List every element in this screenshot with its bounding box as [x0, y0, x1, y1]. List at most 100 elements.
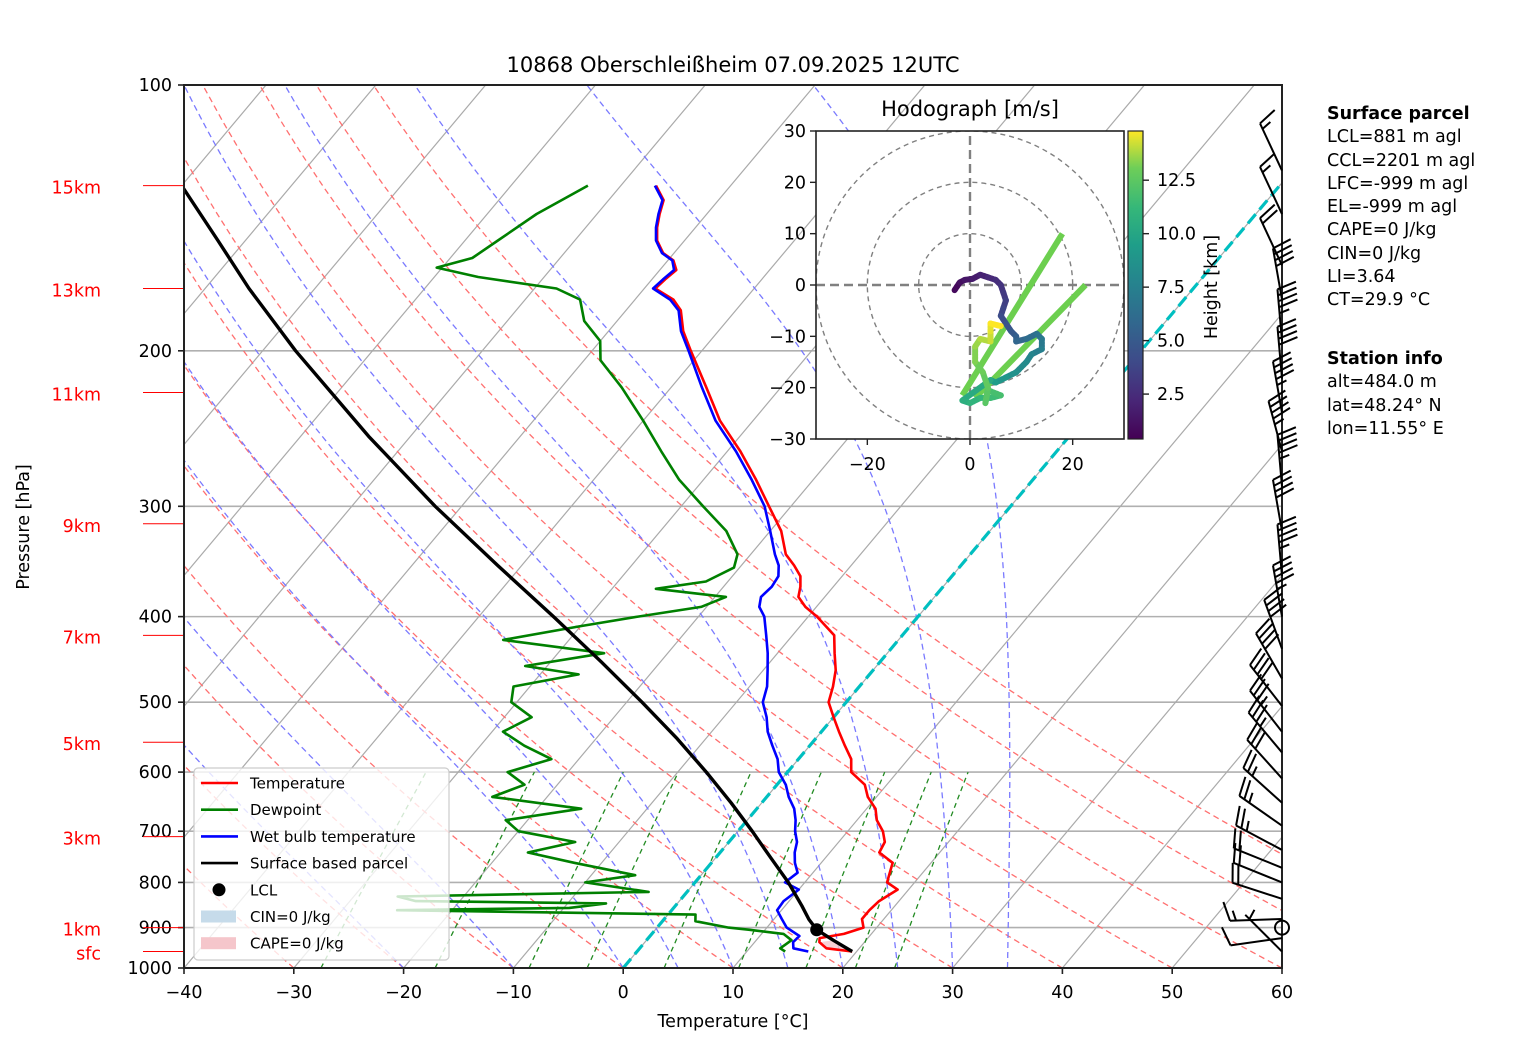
- barb-flag: [1278, 444, 1298, 454]
- calm-wind-marker: [1274, 919, 1290, 936]
- barb-flag: [1222, 901, 1231, 922]
- wind-barb: [1238, 776, 1283, 827]
- barb-flag: [1238, 845, 1242, 866]
- parcel-li: LI=3.64: [1327, 267, 1396, 288]
- wind-barb: [1221, 926, 1283, 947]
- barb-flag: [1268, 389, 1286, 403]
- station-lon: lon=11.55° E: [1327, 418, 1444, 439]
- dry-adiabat: [184, 261, 953, 968]
- isotherm-line: [184, 85, 706, 708]
- mixing-ratio-line: [586, 771, 679, 968]
- barb-half-flag: [1279, 308, 1290, 315]
- barb-flag: [1278, 298, 1298, 309]
- legend-label: Temperature: [249, 775, 345, 793]
- moist-adiabat: [184, 360, 679, 968]
- barb-flag: [1274, 481, 1294, 493]
- barb-half-flag: [1279, 453, 1290, 460]
- barb-flag: [1269, 603, 1287, 618]
- hodograph-title: Hodograph [m/s]: [881, 97, 1059, 121]
- chart-title: 10868 Oberschleißheim 07.09.2025 12UTC: [507, 53, 960, 77]
- colorbar-tick-label: 12.5: [1157, 171, 1196, 191]
- hodograph-x-tick-label: 20: [1062, 455, 1084, 475]
- cape-cin-fill: [819, 940, 853, 952]
- barb-flag: [1259, 152, 1276, 168]
- wind-barb: [1259, 203, 1283, 266]
- barb-flag: [1246, 753, 1257, 773]
- y-tick-label: 800: [139, 873, 172, 893]
- x-tick-label: 40: [1051, 983, 1073, 1003]
- colorbar-tick-label: 5.0: [1157, 332, 1185, 352]
- barb-staff: [1259, 217, 1283, 266]
- barb-half-flag: [1274, 418, 1285, 426]
- barb-flag: [1256, 657, 1270, 676]
- dewpoint-line: [395, 184, 793, 953]
- wind-barb: [1232, 828, 1283, 869]
- lcl-marker: [810, 923, 824, 937]
- dry-adiabat: [202, 85, 1173, 968]
- y-axis-label: Pressure [hPa]: [14, 464, 34, 590]
- isotherm-line: [184, 85, 596, 577]
- dry-adiabats: [184, 85, 1282, 968]
- barb-staff: [1247, 711, 1283, 754]
- height-label: 3km: [63, 830, 101, 850]
- parcel-cape: CAPE=0 J/kg: [1327, 220, 1437, 241]
- barb-staff: [1232, 881, 1283, 900]
- wind-barb: [1231, 862, 1283, 900]
- wind-barb: [1235, 805, 1283, 851]
- wind-barb: [1246, 722, 1283, 780]
- height-label: 15km: [52, 179, 101, 199]
- moist-adiabat: [184, 239, 734, 968]
- dry-adiabat: [372, 85, 1282, 855]
- barb-flag: [1240, 808, 1246, 829]
- mixing-ratio-line: [663, 771, 752, 968]
- barb-flag: [1272, 407, 1291, 420]
- barb-half-flag: [1261, 121, 1272, 130]
- height-labels: 15km 13km 11km 9km 7km 5km 3km 1km sfc: [52, 179, 184, 965]
- hodograph-axes: 30 20 10 0 −10 −20 −30 −20 0 20: [769, 122, 1084, 475]
- parcel-el: EL=-999 m agl: [1327, 197, 1458, 218]
- moist-adiabat: [284, 85, 844, 968]
- barb-half-flag: [1231, 910, 1237, 921]
- barb-flag: [1272, 351, 1292, 363]
- height-label: 9km: [63, 517, 101, 537]
- wind-barb: [1222, 901, 1283, 922]
- barb-flag: [1250, 726, 1263, 745]
- barb-flag: [1278, 533, 1298, 544]
- height-label: 13km: [52, 281, 101, 301]
- colorbar-label: Height [km]: [1202, 235, 1222, 339]
- barb-half-flag: [1245, 820, 1250, 832]
- legend-label: Surface based parcel: [250, 855, 408, 873]
- moist-adiabat: [414, 85, 899, 968]
- colorbar-ticks: 2.5 5.0 7.5 10.0 12.5: [1143, 171, 1196, 405]
- wind-barb: [1267, 389, 1291, 452]
- wind-barb: [1271, 469, 1295, 532]
- barb-flag: [1275, 573, 1295, 585]
- isotherm-line: [1061, 705, 1282, 968]
- barb-half-flag: [1259, 717, 1267, 727]
- dry-adiabat: [184, 156, 1063, 968]
- barb-half-flag: [1260, 695, 1268, 706]
- barb-flag: [1238, 830, 1242, 851]
- barb-staff: [1246, 739, 1283, 780]
- barb-staff: [1271, 361, 1283, 413]
- zero-isotherm-line: [621, 180, 1282, 968]
- y-tick-label: 900: [139, 919, 172, 939]
- barb-flag: [1273, 357, 1293, 369]
- parcel-ct: CT=29.9 °C: [1327, 290, 1431, 311]
- surface-parcel-title: Surface parcel: [1327, 104, 1470, 124]
- barb-half-flag: [1279, 543, 1290, 550]
- height-label: 1km: [63, 921, 101, 941]
- barb-flag: [1278, 438, 1298, 448]
- barb-flag: [1221, 926, 1232, 946]
- barb-flag: [1277, 432, 1297, 442]
- legend-swatch: [212, 883, 226, 897]
- barb-half-flag: [1248, 909, 1256, 920]
- wind-barb: [1259, 109, 1283, 171]
- station-lat: lat=48.24° N: [1327, 395, 1442, 416]
- x-tick-label: 0: [618, 983, 629, 1003]
- colorbar-tick-label: 2.5: [1157, 385, 1185, 405]
- height-label: sfc: [76, 945, 101, 965]
- x-axis-label: Temperature [°C]: [656, 1012, 808, 1032]
- barb-flag: [1275, 369, 1295, 381]
- hodograph-x-tick-label: −20: [849, 455, 886, 475]
